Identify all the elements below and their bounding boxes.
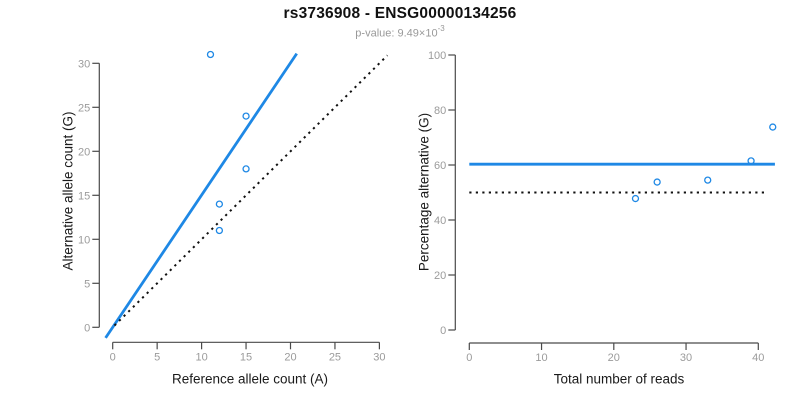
y-tick-label: 10 [78, 234, 90, 246]
y-tick-label: 20 [78, 146, 90, 158]
y-tick-label: 100 [428, 50, 446, 62]
y-tick-label: 5 [84, 278, 90, 290]
x-tick-label: 30 [373, 351, 385, 363]
y-tick-label: 0 [440, 325, 446, 337]
x-axis-label-right: Total number of reads [553, 371, 685, 387]
data-point [215, 226, 224, 235]
x-tick-label: 5 [154, 351, 160, 363]
y-tick-label: 60 [434, 160, 446, 172]
y-axis-label-left: Alternative allele count (G) [60, 111, 76, 271]
data-point [242, 112, 250, 120]
data-point [242, 165, 250, 173]
data-point [215, 200, 224, 208]
data-point [631, 194, 640, 203]
data-point [747, 157, 755, 165]
x-tick-label: 10 [195, 351, 207, 363]
x-tick-label: 40 [752, 352, 764, 364]
x-tick-label: 15 [240, 351, 252, 363]
y-tick-label: 30 [78, 58, 90, 70]
x-tick-label: 0 [110, 351, 116, 363]
y-tick-label: 40 [434, 215, 446, 227]
pvalue-exponent: -3 [437, 24, 445, 33]
y-tick-label: 0 [84, 322, 90, 334]
data-point [653, 178, 661, 186]
x-tick-label: 10 [535, 352, 547, 364]
y-tick-label: 20 [434, 270, 446, 282]
data-point [206, 50, 215, 59]
plot-subtitle: p-value: 9.49×10-3 [0, 24, 800, 40]
y-tick-label: 15 [78, 190, 90, 202]
pvalue-text: p-value: 9.49×10 [355, 27, 438, 40]
x-tick-label: 20 [608, 352, 620, 364]
y-axis-label-right: Percentage alternative (G) [416, 112, 432, 272]
y-tick-label: 80 [434, 105, 446, 117]
identity-line [113, 54, 389, 327]
x-tick-label: 30 [680, 352, 692, 364]
x-axis-label-left: Reference allele count (A) [171, 371, 329, 387]
data-point [769, 123, 777, 131]
fit-line [104, 52, 298, 339]
plot-title: rs3736908 - ENSG00000134256 [283, 5, 517, 22]
x-tick-label: 0 [466, 352, 472, 364]
x-tick-label: 20 [284, 351, 296, 363]
x-tick-label: 25 [329, 351, 341, 363]
data-point [704, 176, 712, 184]
y-tick-label: 25 [78, 102, 90, 114]
